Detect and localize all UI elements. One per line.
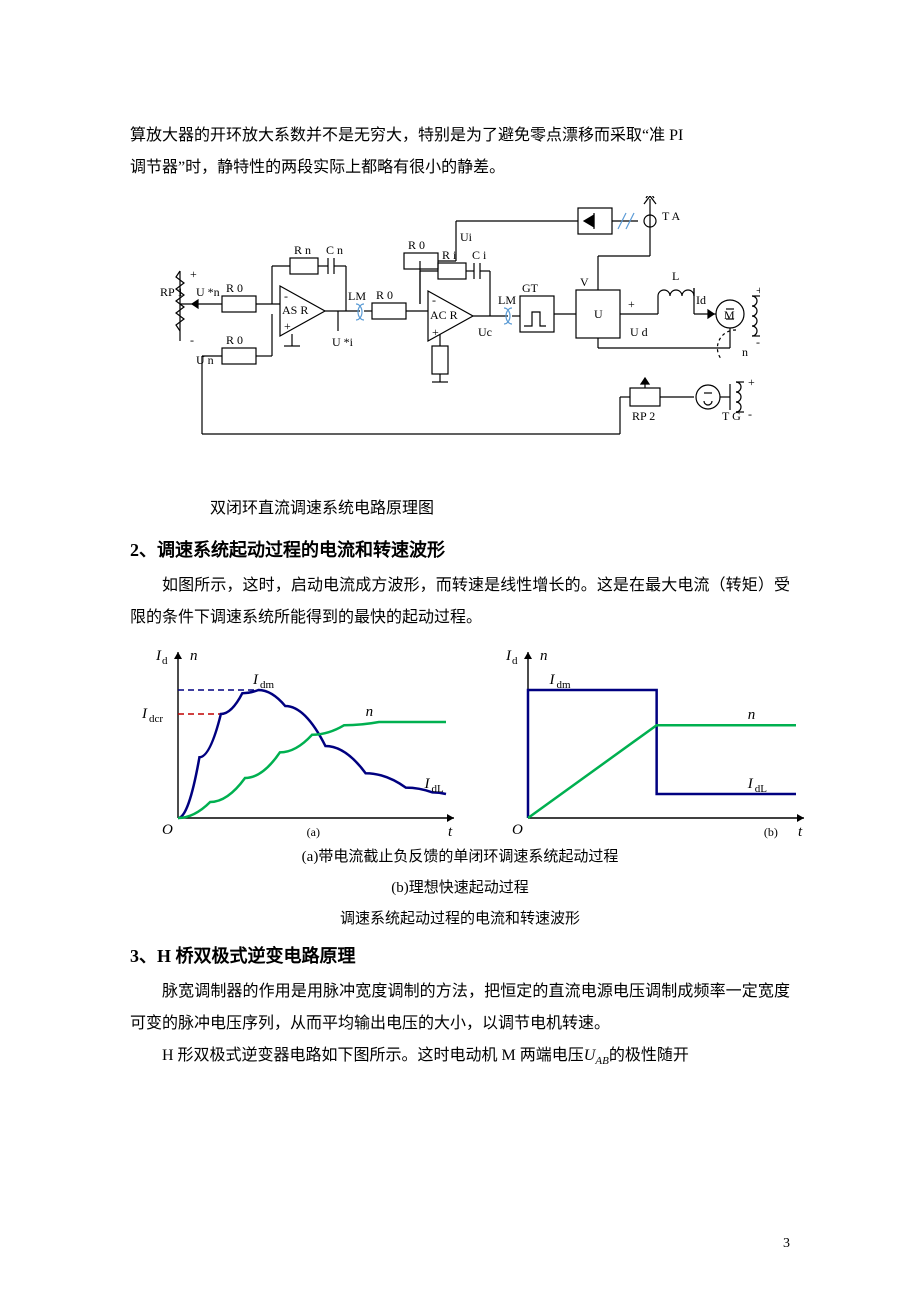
svg-text:I: I — [747, 776, 754, 792]
svg-text:U *i: U *i — [332, 335, 354, 349]
svg-text:-: - — [756, 335, 760, 349]
section-2-heading: 2、调速系统起动过程的电流和转速波形 — [130, 536, 790, 562]
svg-text:I: I — [155, 648, 162, 664]
circuit-svg: RP 1 + - U *n R 0 U n R 0 AS R - + — [160, 196, 760, 486]
svg-text:+: + — [190, 267, 197, 281]
svg-text:Uc: Uc — [478, 325, 492, 339]
section-3-para-2: H 形双极式逆变器电路如下图所示。这时电动机 M 两端电压UAB的极性随开 — [130, 1040, 790, 1072]
svg-text:dm: dm — [556, 679, 571, 691]
svg-text:R 0: R 0 — [376, 288, 393, 302]
svg-text:n: n — [742, 345, 748, 359]
svg-text:T A: T A — [662, 209, 680, 223]
svg-text:M: M — [724, 308, 735, 322]
intro-line-1: 算放大器的开环放大系数并不是无穷大，特别是为了避免零点漂移而采取“准 PI — [130, 120, 790, 152]
svg-text:n: n — [190, 648, 198, 664]
circuit-caption: 双闭环直流调速系统电路原理图 — [130, 494, 790, 518]
svg-text:RP 2: RP 2 — [632, 409, 655, 423]
section-2-para: 如图所示，这时，启动电流成方波形，而转速是线性增长的。这是在最大电流（转矩）受限… — [130, 570, 790, 634]
svg-text:(b): (b) — [764, 825, 778, 839]
svg-text:RP 1: RP 1 — [160, 285, 183, 299]
svg-text:R i: R i — [442, 248, 457, 262]
svg-text:C n: C n — [326, 243, 343, 257]
chart-a: IdnOtIdmIdcrnIdL(a) — [130, 644, 460, 849]
svg-text:LM: LM — [348, 289, 366, 303]
svg-text:(a): (a) — [307, 825, 320, 839]
svg-text:O: O — [162, 822, 173, 838]
svg-text:n: n — [540, 648, 548, 664]
section-3-heading: 3、H 桥双极式逆变电路原理 — [130, 942, 790, 968]
svg-text:LM: LM — [498, 293, 516, 307]
para2-U: U — [584, 1047, 596, 1064]
svg-text:R 0: R 0 — [408, 238, 425, 252]
svg-text:t: t — [448, 824, 453, 840]
svg-text:+: + — [432, 325, 439, 339]
intro-line-2: 调节器”时，静特性的两段实际上都略有很小的静差。 — [130, 152, 790, 184]
svg-text:L: L — [672, 269, 679, 283]
svg-text:d: d — [162, 655, 168, 667]
svg-text:U d: U d — [630, 325, 648, 339]
svg-text:-: - — [190, 333, 194, 347]
svg-text:I: I — [548, 672, 555, 688]
startup-charts: IdnOtIdmIdcrnIdL(a) IdnOtIdmnIdL(b) — [130, 644, 790, 849]
svg-text:d: d — [512, 655, 518, 667]
svg-text:I: I — [141, 706, 148, 722]
svg-text:R 0: R 0 — [226, 333, 243, 347]
chart-b-svg: IdnOtIdmnIdL(b) — [480, 644, 810, 844]
svg-text:I: I — [252, 672, 259, 688]
chart-a-svg: IdnOtIdmIdcrnIdL(a) — [130, 644, 460, 844]
svg-text:AS R: AS R — [282, 303, 308, 317]
caption-main: 调速系统起动过程的电流和转速波形 — [130, 907, 790, 928]
svg-text:GT: GT — [522, 281, 539, 295]
chart-b: IdnOtIdmnIdL(b) — [480, 644, 810, 849]
svg-text:dL: dL — [755, 783, 768, 795]
section-3-para-1: 脉宽调制器的作用是用脉冲宽度调制的方法，把恒定的直流电源电压调制成频率一定宽度可… — [130, 976, 790, 1040]
svg-text:I: I — [424, 776, 431, 792]
page-number: 3 — [783, 1236, 790, 1252]
svg-text:C i: C i — [472, 248, 487, 262]
circuit-diagram: RP 1 + - U *n R 0 U n R 0 AS R - + — [130, 196, 790, 486]
svg-text:I: I — [505, 648, 512, 664]
svg-text:Id: Id — [696, 293, 706, 307]
para2-sub: AB — [595, 1055, 608, 1067]
svg-text:U n: U n — [196, 353, 214, 367]
para2-pre: H 形双极式逆变器电路如下图所示。这时电动机 M 两端电压 — [162, 1047, 584, 1064]
svg-text:-: - — [284, 289, 288, 303]
svg-text:n: n — [748, 707, 756, 723]
svg-text:O: O — [512, 822, 523, 838]
svg-text:+: + — [748, 375, 755, 389]
svg-text:-: - — [748, 407, 752, 421]
svg-text:R 0: R 0 — [226, 281, 243, 295]
svg-text:+: + — [756, 283, 760, 297]
svg-text:U: U — [594, 307, 603, 321]
para2-post: 的极性随开 — [609, 1047, 689, 1064]
svg-text:Ui: Ui — [460, 230, 473, 244]
svg-text:U *n: U *n — [196, 285, 220, 299]
svg-text:-: - — [432, 293, 436, 307]
svg-text:n: n — [366, 704, 374, 720]
svg-text:R n: R n — [294, 243, 311, 257]
svg-text:dm: dm — [260, 679, 275, 691]
svg-text:+: + — [284, 319, 291, 333]
svg-text:+: + — [628, 297, 635, 311]
svg-text:dL: dL — [432, 783, 445, 795]
svg-text:t: t — [798, 824, 803, 840]
caption-b: (b)理想快速起动过程 — [130, 876, 790, 897]
svg-text:dcr: dcr — [149, 713, 163, 725]
svg-text:AC R: AC R — [430, 308, 458, 322]
svg-text:V: V — [580, 275, 589, 289]
